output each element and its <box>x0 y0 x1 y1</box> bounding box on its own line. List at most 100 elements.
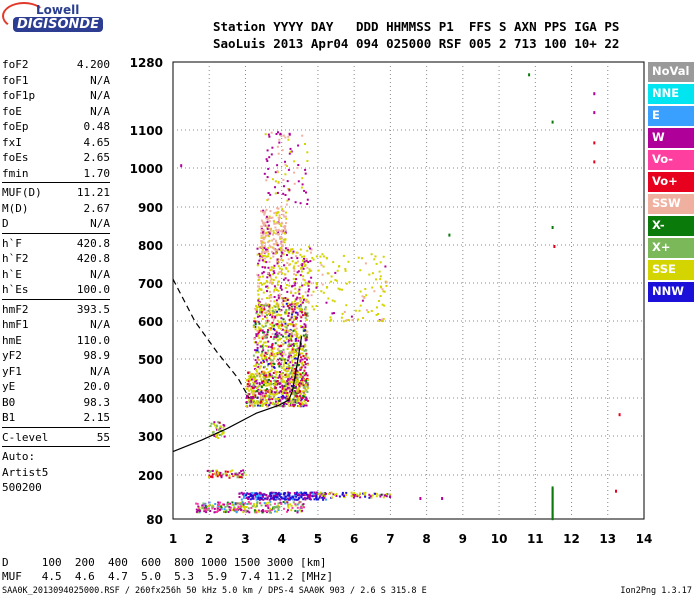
echo-point <box>289 147 292 150</box>
echo-point <box>269 245 272 248</box>
echo-point <box>282 238 285 241</box>
echo-point <box>269 230 272 233</box>
echo-point <box>297 180 300 183</box>
echo-point <box>269 193 272 196</box>
echo-point <box>295 348 298 351</box>
echo-point <box>247 500 250 503</box>
echo-point <box>208 501 211 504</box>
echo-point <box>257 497 260 500</box>
echo-point <box>286 299 289 301</box>
echo-point <box>290 351 293 354</box>
echo-point <box>218 421 221 424</box>
param-value: 4.200 <box>76 58 110 71</box>
echo-point <box>248 502 250 505</box>
echo-point <box>276 145 279 148</box>
echo-point <box>264 302 267 305</box>
echo-point <box>269 381 272 384</box>
param-key: B1 <box>2 411 16 424</box>
echo-point <box>279 133 282 136</box>
echo-point <box>272 243 275 246</box>
echo-point <box>271 250 273 253</box>
echo-point <box>281 324 284 327</box>
echo-point <box>280 344 282 347</box>
echo-point <box>265 158 268 161</box>
echo-point <box>302 298 305 301</box>
echo-point <box>277 362 280 365</box>
echo-point <box>277 352 280 354</box>
echo-point <box>302 372 305 375</box>
echo-point <box>248 389 251 392</box>
echo-point <box>264 384 267 387</box>
echo-point <box>281 358 284 361</box>
echo-point <box>286 402 289 404</box>
echo-point <box>271 178 274 181</box>
echo-point <box>253 317 256 320</box>
echo-point <box>300 496 303 499</box>
echo-point <box>264 221 267 224</box>
echo-point <box>215 469 218 472</box>
echo-point <box>305 396 308 399</box>
echo-point <box>293 396 296 399</box>
echo-point <box>257 496 260 499</box>
echo-point <box>289 371 292 374</box>
echo-point <box>202 504 205 507</box>
echo-point <box>257 388 260 391</box>
echo-point <box>265 393 268 396</box>
echo-point <box>287 498 290 501</box>
echo-point <box>275 133 278 135</box>
echo-point <box>262 275 265 278</box>
echo-point <box>334 271 337 274</box>
echo-point <box>252 405 254 408</box>
echo-point <box>264 392 267 395</box>
echo-point <box>288 497 291 500</box>
echo-point <box>290 385 293 387</box>
echo-point <box>250 493 252 496</box>
echo-point <box>294 394 297 397</box>
param-value: N/A <box>90 73 110 87</box>
echo-point <box>281 354 284 357</box>
echo-point <box>311 256 314 259</box>
echo-point <box>228 476 231 479</box>
echo-point <box>551 486 554 490</box>
echo-point <box>272 270 275 273</box>
echo-point <box>259 493 261 496</box>
param-row-d: D N/A <box>2 216 110 232</box>
echo-point <box>254 323 257 326</box>
param-value: 420.8 <box>76 236 110 250</box>
echo-point <box>296 313 299 316</box>
echo-point <box>287 497 289 500</box>
echo-point <box>282 297 285 300</box>
echo-point <box>282 134 285 137</box>
echo-point <box>274 305 277 308</box>
echo-point <box>277 272 280 275</box>
echo-point <box>239 508 242 511</box>
echo-point <box>261 400 264 403</box>
echo-point <box>295 278 298 281</box>
echo-point <box>242 511 245 514</box>
echo-point <box>263 172 266 175</box>
echo-point <box>300 186 303 189</box>
echo-point <box>269 257 272 260</box>
x-tick-label: 9 <box>459 532 467 546</box>
echo-point <box>306 334 309 336</box>
echo-point <box>271 344 274 347</box>
echo-point <box>261 309 264 312</box>
echo-point <box>254 328 257 331</box>
echo-point <box>268 260 271 263</box>
echo-point <box>263 308 266 311</box>
echo-point <box>267 349 270 352</box>
echo-point <box>281 375 284 378</box>
echo-point <box>299 253 302 256</box>
echo-point <box>382 317 385 320</box>
echo-point <box>291 343 294 346</box>
echo-point <box>311 491 314 494</box>
echo-point <box>305 397 308 400</box>
echo-point <box>303 255 306 258</box>
echo-point <box>374 492 376 495</box>
echo-point <box>293 182 296 185</box>
echo-point <box>267 398 270 401</box>
echo-point <box>335 492 338 495</box>
echo-point <box>267 363 270 365</box>
echo-point <box>266 218 269 221</box>
echo-point <box>265 215 268 218</box>
